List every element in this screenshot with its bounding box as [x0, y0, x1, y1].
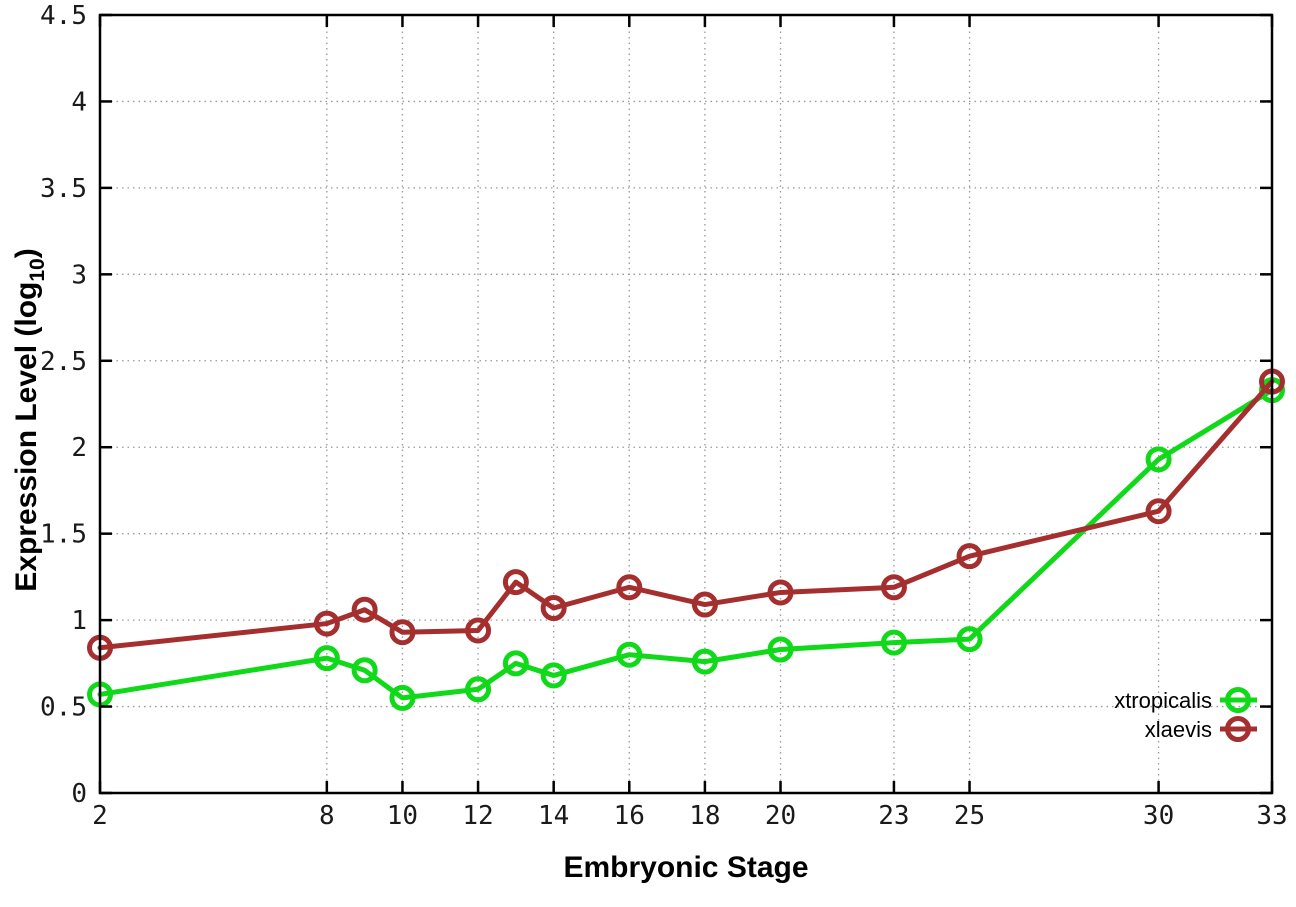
- x-tick-label: 23: [878, 801, 909, 831]
- y-tick-label: 3: [71, 260, 87, 290]
- data-point-xtropicalis: [313, 645, 340, 672]
- y-tick-label: 0.5: [40, 693, 87, 723]
- grid-layer: [100, 15, 1272, 793]
- data-point-xlaevis: [767, 579, 794, 606]
- y-tick-label: 1: [71, 606, 87, 636]
- x-tick-label: 20: [765, 801, 796, 831]
- legend-label: xtropicalis: [1114, 688, 1212, 713]
- data-point-xlaevis: [616, 574, 643, 601]
- legend-sample-marker: [1225, 687, 1251, 713]
- data-point-xtropicalis: [1145, 446, 1172, 473]
- y-axis-title: Expression Level (log10): [10, 248, 49, 591]
- x-tick-label: 16: [614, 801, 645, 831]
- data-point-xlaevis: [389, 619, 416, 646]
- data-point-xtropicalis: [540, 662, 567, 689]
- x-axis-title: Embryonic Stage: [563, 851, 808, 884]
- data-point-xlaevis: [691, 591, 718, 618]
- plot-border: [98, 13, 1274, 795]
- data-point-xtropicalis: [616, 641, 643, 668]
- data-point-xtropicalis: [465, 676, 492, 703]
- legend-item-xtropicalis: xtropicalis: [1114, 687, 1257, 713]
- x-tick-label: 10: [387, 801, 418, 831]
- series-line-xtropicalis: [97, 387, 1275, 701]
- y-tick-label: 4.5: [40, 1, 87, 31]
- legend-sample-marker: [1225, 716, 1251, 742]
- x-tick-label: 12: [462, 801, 493, 831]
- data-point-xlaevis: [465, 617, 492, 644]
- data-point-xlaevis: [351, 596, 378, 623]
- data-point-xtropicalis: [351, 657, 378, 684]
- data-point-xlaevis: [1145, 498, 1172, 525]
- x-tick-label: 30: [1143, 801, 1174, 831]
- legend: xtropicalis xlaevis: [1114, 687, 1257, 742]
- tick-label-layer: 2 8 10 12 14 16 18 20 23 25 30 33 0 0.5 1 1.5 2 2.5 3 3.5 4 4…: [40, 1, 1288, 831]
- tick-layer: [98, 13, 1274, 795]
- y-tick-label: 2.5: [40, 347, 87, 377]
- data-point-xtropicalis: [880, 629, 907, 656]
- series-layer: [87, 368, 1285, 711]
- x-tick-label: 8: [319, 801, 335, 831]
- data-point-xtropicalis: [502, 650, 529, 677]
- y-tick-label: 4: [71, 87, 87, 117]
- data-point-xtropicalis: [691, 648, 718, 675]
- x-tick-label: 14: [538, 801, 569, 831]
- legend-label: xlaevis: [1145, 717, 1212, 742]
- data-point-xlaevis: [956, 543, 983, 570]
- y-tick-label: 0: [71, 779, 87, 809]
- data-point-xlaevis: [540, 595, 567, 622]
- y-tick-label: 2: [71, 433, 87, 463]
- x-tick-label: 18: [689, 801, 720, 831]
- series-line-xlaevis: [97, 379, 1275, 651]
- data-point-xlaevis: [313, 610, 340, 637]
- data-point-xtropicalis: [767, 636, 794, 663]
- data-point-xtropicalis: [389, 684, 416, 711]
- y-tick-label: 1.5: [40, 520, 87, 550]
- x-tick-label: 25: [954, 801, 985, 831]
- data-point-xlaevis: [880, 574, 907, 601]
- data-point-xlaevis: [502, 569, 529, 596]
- legend-item-xlaevis: xlaevis: [1145, 716, 1257, 742]
- x-tick-label: 33: [1256, 801, 1287, 831]
- x-tick-label: 2: [92, 801, 108, 831]
- y-tick-label: 3.5: [40, 174, 87, 204]
- data-point-xtropicalis: [956, 626, 983, 653]
